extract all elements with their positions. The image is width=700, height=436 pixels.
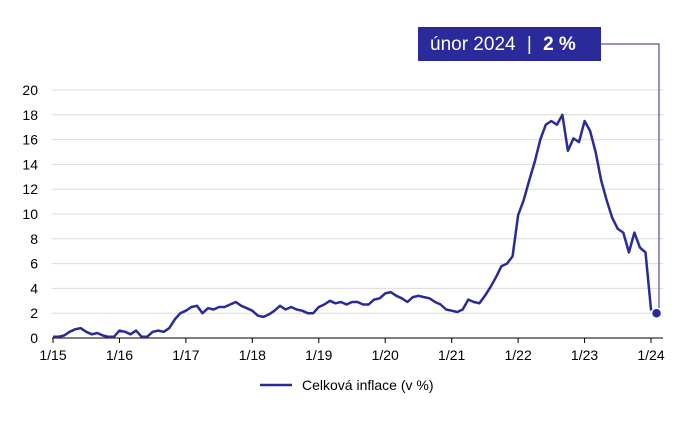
callout-leader-line xyxy=(601,43,662,314)
x-tick-label: 1/20 xyxy=(372,347,399,363)
highlight-point xyxy=(650,307,663,319)
legend: Celková inflace (v %) xyxy=(260,377,434,393)
x-tick-label: 1/18 xyxy=(239,347,266,363)
callout-background xyxy=(418,27,601,61)
x-tick-label: 1/23 xyxy=(571,347,598,363)
y-tick-label: 12 xyxy=(22,181,38,197)
callout-date: únor 2024 xyxy=(430,34,516,55)
gridlines xyxy=(52,89,663,314)
y-tick-label: 16 xyxy=(22,132,38,148)
x-tick-label: 1/16 xyxy=(106,347,133,363)
x-tick-label: 1/24 xyxy=(637,347,664,363)
y-tick-label: 8 xyxy=(30,231,38,247)
x-tick-label: 1/17 xyxy=(172,347,199,363)
x-tick-label: 1/19 xyxy=(305,347,332,363)
callout-box: únor 2024 | 2 % xyxy=(418,27,601,61)
y-tick-label: 14 xyxy=(22,156,38,172)
y-tick-label: 0 xyxy=(30,330,38,346)
y-tick-label: 10 xyxy=(22,206,38,222)
y-axis-ticks: 0 2 4 6 8 10 12 14 16 18 20 xyxy=(22,82,38,346)
legend-label: Celková inflace (v %) xyxy=(302,377,434,393)
x-tick-label: 1/15 xyxy=(39,347,66,363)
y-tick-label: 18 xyxy=(22,107,38,123)
x-axis-ticks: 1/15 1/16 1/17 1/18 1/19 1/20 1/21 1/22 1/23 1/24 xyxy=(39,338,665,363)
y-tick-label: 6 xyxy=(30,256,38,272)
y-tick-label: 2 xyxy=(30,305,38,321)
y-tick-label: 20 xyxy=(22,82,38,98)
callout-text: únor 2024 | 2 % xyxy=(430,34,576,55)
callout-value: 2 % xyxy=(543,34,576,55)
x-tick-label: 1/22 xyxy=(504,347,531,363)
series-line-inflation xyxy=(53,113,658,339)
y-tick-label: 4 xyxy=(30,280,38,296)
callout-separator: | xyxy=(527,34,532,55)
x-tick-label: 1/21 xyxy=(438,347,465,363)
